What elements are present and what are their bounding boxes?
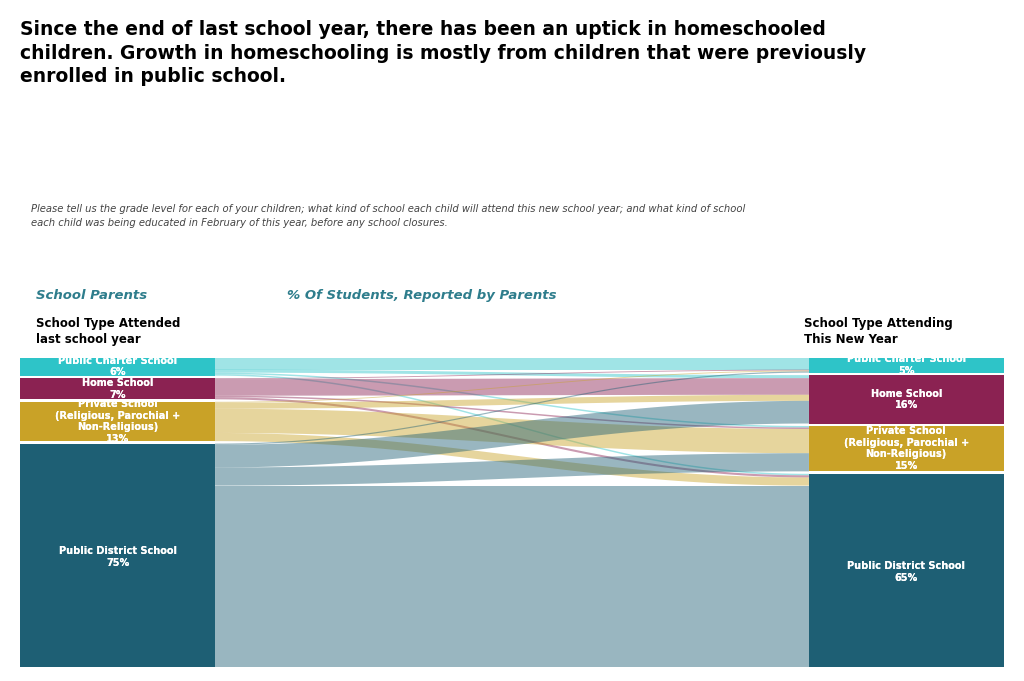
- Polygon shape: [215, 370, 809, 402]
- Polygon shape: [215, 396, 809, 429]
- Polygon shape: [215, 401, 809, 467]
- Text: Please tell us the grade level for each of your children; what kind of school ea: Please tell us the grade level for each …: [31, 204, 745, 227]
- Bar: [809, 358, 1004, 373]
- Text: Public Charter School
5%: Public Charter School 5%: [847, 354, 966, 376]
- Bar: [20, 378, 215, 399]
- Polygon shape: [215, 370, 809, 379]
- Bar: [20, 402, 215, 441]
- Polygon shape: [215, 371, 809, 445]
- Polygon shape: [215, 397, 809, 477]
- Polygon shape: [215, 409, 809, 454]
- Text: Public District School
65%: Public District School 65%: [847, 561, 966, 583]
- Bar: [20, 443, 215, 670]
- Bar: [809, 375, 1004, 424]
- Bar: [20, 358, 215, 376]
- Bar: [20, 378, 215, 399]
- Text: Public District School
75%: Public District School 75%: [58, 546, 177, 568]
- Bar: [20, 402, 215, 441]
- Text: Public District School
75%: Public District School 75%: [58, 546, 177, 568]
- Polygon shape: [215, 373, 809, 428]
- Text: Home School
7%: Home School 7%: [82, 378, 154, 400]
- Text: Public Charter School
6%: Public Charter School 6%: [58, 355, 177, 377]
- Polygon shape: [215, 454, 809, 486]
- Bar: [809, 474, 1004, 670]
- Text: % Of Students, Reported by Parents: % Of Students, Reported by Parents: [287, 289, 556, 302]
- Text: Home School
16%: Home School 16%: [870, 389, 942, 410]
- Bar: [809, 426, 1004, 471]
- Text: School Parents: School Parents: [36, 289, 147, 302]
- Bar: [809, 358, 1004, 373]
- Polygon shape: [215, 358, 809, 370]
- Polygon shape: [215, 378, 809, 396]
- Text: Private School
(Religious, Parochial +
Non-Religious)
15%: Private School (Religious, Parochial + N…: [844, 426, 969, 471]
- Polygon shape: [215, 395, 809, 409]
- Text: Private School
(Religious, Parochial +
Non-Religious)
13%: Private School (Religious, Parochial + N…: [55, 399, 180, 444]
- Polygon shape: [215, 374, 809, 475]
- Bar: [809, 426, 1004, 471]
- Bar: [20, 358, 215, 376]
- Text: School Type Attending
This New Year: School Type Attending This New Year: [804, 317, 952, 346]
- Text: School Type Attended
last school year: School Type Attended last school year: [36, 317, 180, 346]
- Bar: [809, 474, 1004, 670]
- Text: Home School
7%: Home School 7%: [82, 378, 154, 400]
- Text: Since the end of last school year, there has been an uptick in homeschooled
chil: Since the end of last school year, there…: [20, 20, 866, 86]
- Polygon shape: [215, 370, 809, 378]
- Polygon shape: [215, 486, 809, 670]
- Text: Public District School
65%: Public District School 65%: [847, 561, 966, 583]
- Polygon shape: [215, 433, 809, 486]
- Text: Home School
16%: Home School 16%: [870, 389, 942, 410]
- Text: Private School
(Religious, Parochial +
Non-Religious)
15%: Private School (Religious, Parochial + N…: [844, 426, 969, 471]
- Bar: [809, 375, 1004, 424]
- Text: Public Charter School
6%: Public Charter School 6%: [58, 355, 177, 377]
- Bar: [20, 443, 215, 670]
- Text: Private School
(Religious, Parochial +
Non-Religious)
13%: Private School (Religious, Parochial + N…: [55, 399, 180, 444]
- Text: Public Charter School
5%: Public Charter School 5%: [847, 354, 966, 376]
